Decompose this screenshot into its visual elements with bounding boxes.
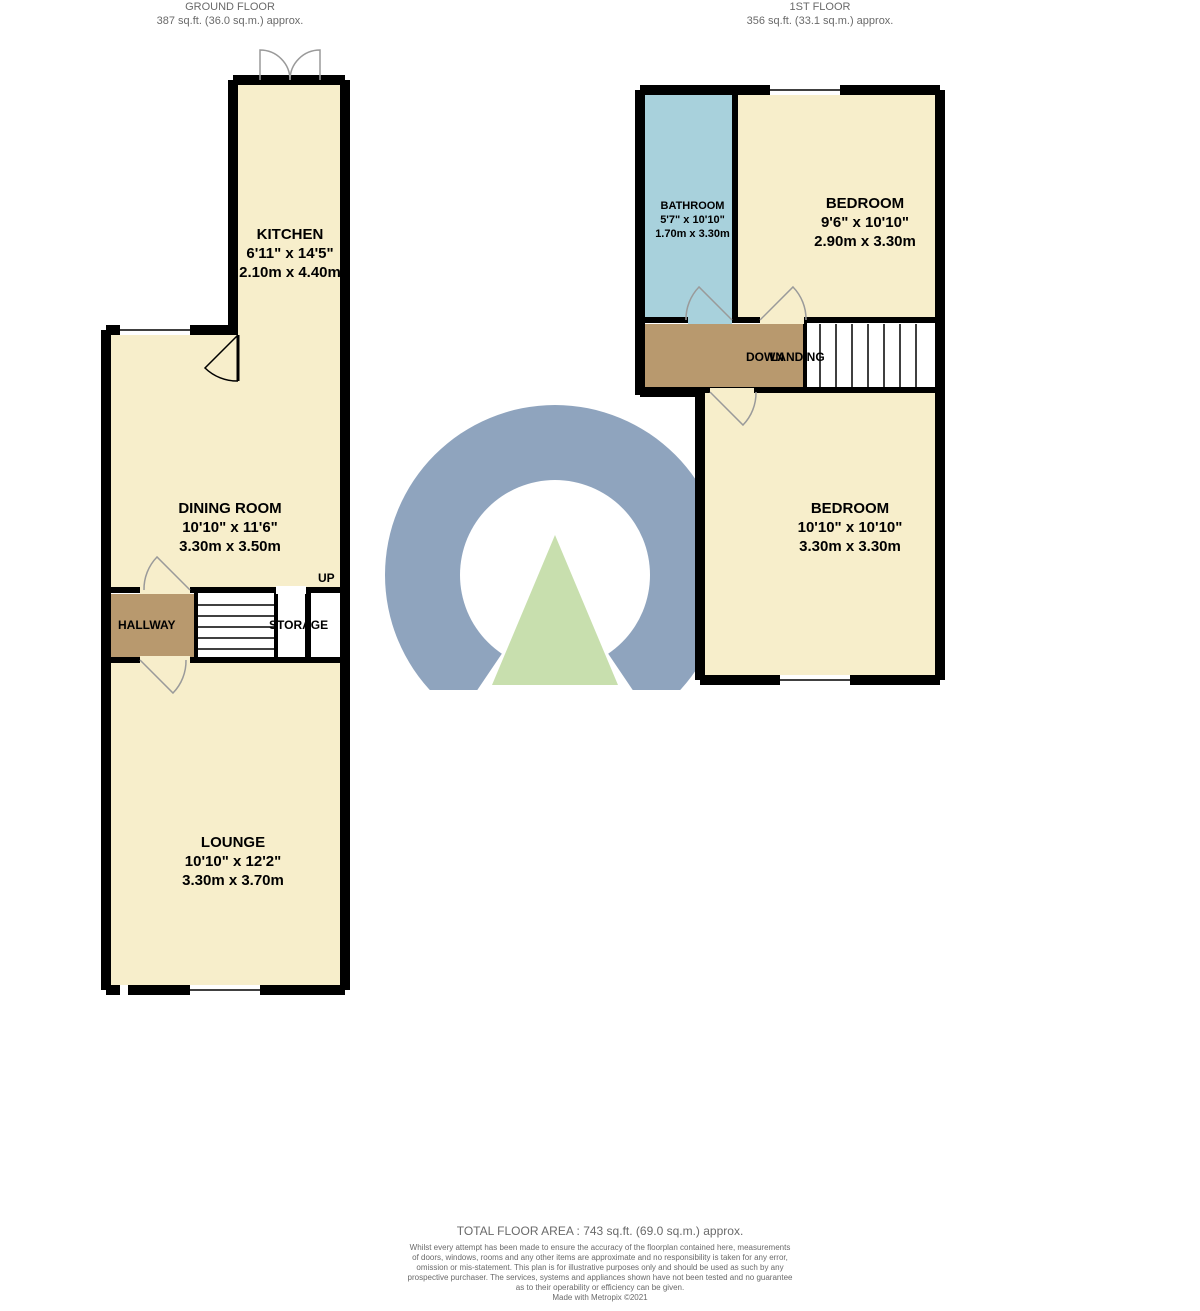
hallway-label: HALLWAY — [118, 618, 176, 632]
lounge-label: LOUNGE 10'10" x 12'2" 3.30m x 3.70m — [158, 834, 308, 890]
disclaimer-line: Whilst every attempt has been made to en… — [410, 1243, 791, 1252]
bedroom2-label: BEDROOM 10'10" x 10'10" 3.30m x 3.30m — [770, 500, 930, 556]
storage-label: STORAGE — [269, 618, 328, 632]
bathroom-label: BATHROOM 5'7" x 10'10" 1.70m x 3.30m — [645, 200, 740, 241]
disclaimer-line: of doors, windows, rooms and any other i… — [412, 1253, 788, 1262]
disclaimer-line: prospective purchaser. The services, sys… — [408, 1273, 793, 1282]
bedroom1-label: BEDROOM 9'6" x 10'10" 2.90m x 3.30m — [790, 195, 940, 251]
kitchen-label: KITCHEN 6'11" x 14'5" 2.10m x 4.40m — [230, 226, 350, 282]
dining-label: DINING ROOM 10'10" x 11'6" 3.30m x 3.50m — [155, 500, 305, 556]
total-area: TOTAL FLOOR AREA : 743 sq.ft. (69.0 sq.m… — [0, 1224, 1200, 1239]
disclaimer-line: omission or mis-statement. This plan is … — [416, 1263, 783, 1272]
down-label: DOWN — [746, 350, 784, 364]
footer: TOTAL FLOOR AREA : 743 sq.ft. (69.0 sq.m… — [0, 1224, 1200, 1303]
disclaimer-line: Made with Metropix ©2021 — [552, 1293, 647, 1302]
disclaimer-line: as to their operability or efficiency ca… — [516, 1283, 684, 1292]
up-label: UP — [318, 571, 335, 585]
